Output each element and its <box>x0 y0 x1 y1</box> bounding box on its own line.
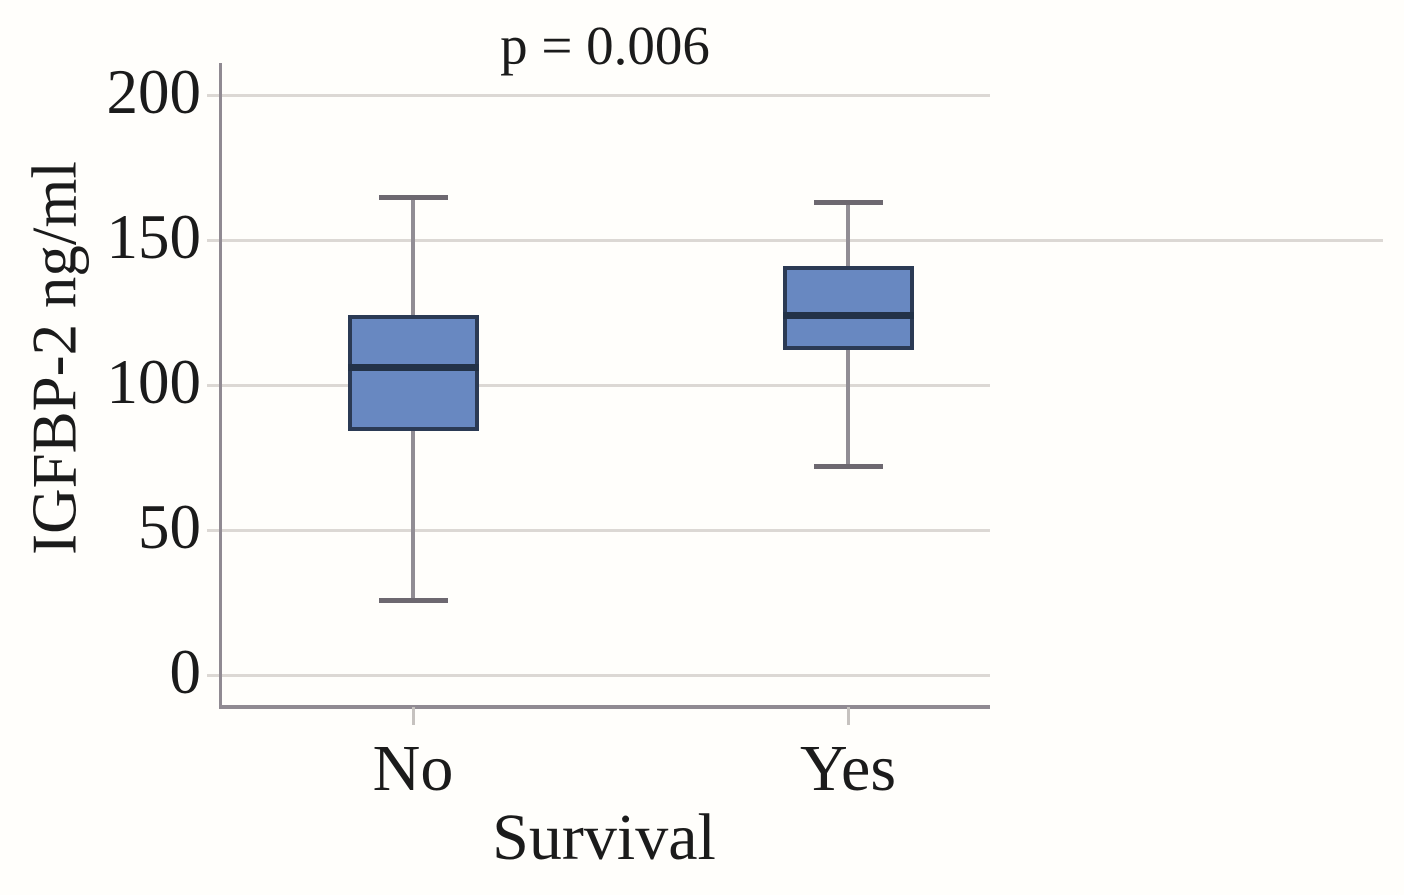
y-tick-label: 0 <box>169 636 202 707</box>
whisker-cap-high-yes <box>813 200 883 206</box>
gridline <box>207 93 990 97</box>
gridline <box>207 528 990 532</box>
x-tick-no <box>411 707 415 725</box>
median-line-no <box>347 364 479 372</box>
y-tick-label: 100 <box>106 346 202 417</box>
whisker-cap-low-no <box>378 597 448 603</box>
chart-title: p = 0.006 <box>500 15 710 76</box>
box-no <box>347 315 479 432</box>
y-axis-line <box>219 63 222 707</box>
y-tick-label: 50 <box>138 491 201 562</box>
x-tick-label-no: No <box>372 732 454 805</box>
x-tick-label-yes: Yes <box>799 732 897 805</box>
gridline <box>207 383 990 387</box>
box-yes <box>782 266 914 351</box>
whisker-cap-high-no <box>378 194 448 200</box>
x-axis-line <box>219 705 990 709</box>
median-line-yes <box>782 311 914 319</box>
x-tick-yes <box>846 707 850 725</box>
gridline <box>207 673 990 677</box>
gridline <box>207 238 1383 242</box>
whisker-cap-low-yes <box>813 464 883 470</box>
x-axis-title: Survival <box>492 801 716 874</box>
y-tick-label: 200 <box>106 56 202 127</box>
y-tick-label: 150 <box>106 201 202 272</box>
